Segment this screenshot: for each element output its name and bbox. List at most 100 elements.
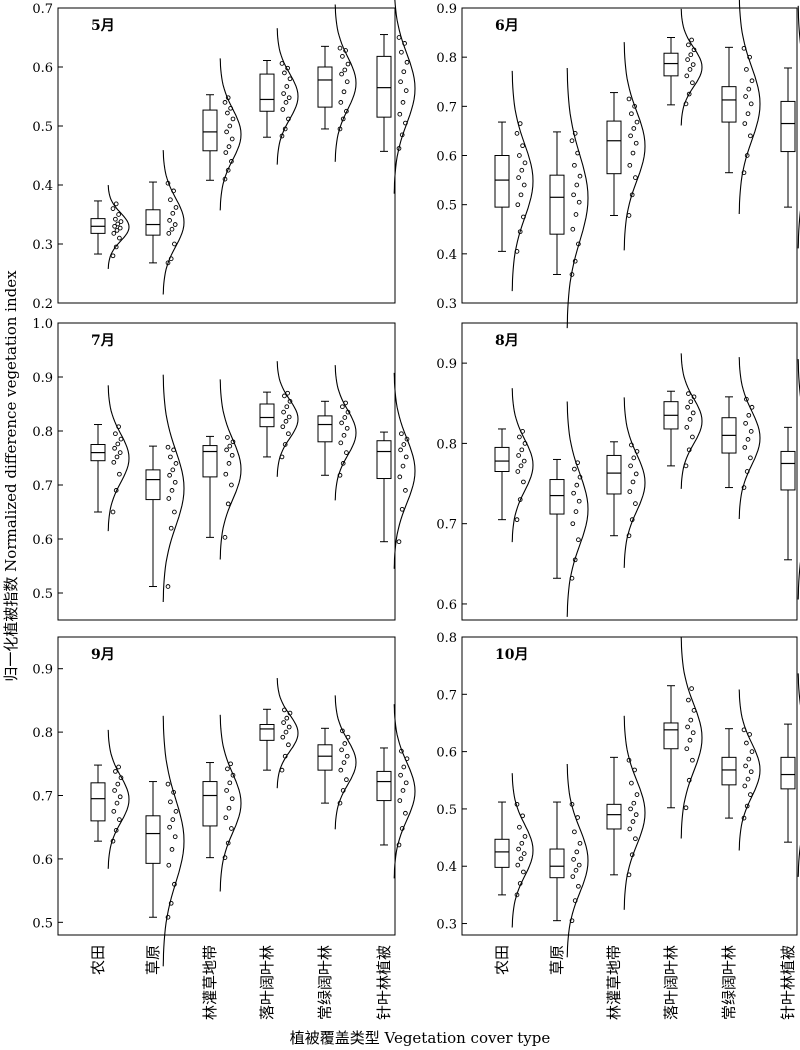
density-curve bbox=[623, 42, 646, 251]
data-point bbox=[399, 49, 404, 55]
data-point bbox=[284, 404, 290, 410]
data-point bbox=[165, 584, 171, 589]
data-point bbox=[172, 509, 177, 515]
y-tick-label: 0.7 bbox=[32, 790, 53, 805]
data-point bbox=[400, 100, 406, 105]
box-group-2 bbox=[145, 150, 185, 295]
data-point bbox=[748, 429, 754, 434]
data-point bbox=[515, 862, 521, 868]
density-curve bbox=[623, 397, 646, 568]
data-point bbox=[225, 501, 231, 507]
data-point bbox=[173, 461, 179, 466]
x-category-label: 针叶林植被 bbox=[779, 945, 797, 1020]
box-group-1 bbox=[494, 388, 534, 543]
data-point bbox=[572, 466, 577, 472]
data-point bbox=[576, 498, 582, 504]
data-point bbox=[516, 846, 521, 852]
y-tick-label: 1.0 bbox=[32, 317, 53, 332]
data-point bbox=[569, 138, 575, 144]
data-point bbox=[282, 70, 287, 76]
data-point bbox=[633, 175, 638, 180]
data-point bbox=[168, 799, 173, 805]
data-point bbox=[517, 153, 522, 158]
data-point bbox=[746, 412, 752, 418]
data-point bbox=[516, 453, 521, 458]
data-point bbox=[743, 94, 748, 99]
data-point bbox=[167, 472, 172, 478]
data-point bbox=[573, 509, 579, 514]
y-tick-label: 0.6 bbox=[436, 746, 457, 761]
data-point bbox=[341, 760, 347, 765]
data-point bbox=[342, 741, 348, 746]
panel-title: 8月 bbox=[495, 333, 519, 349]
data-point bbox=[229, 796, 235, 802]
data-point bbox=[280, 107, 286, 112]
data-point bbox=[627, 826, 633, 832]
density-curve bbox=[623, 715, 646, 910]
data-point bbox=[629, 111, 634, 117]
box-group-5 bbox=[317, 695, 357, 830]
box bbox=[202, 445, 218, 478]
box-group-2 bbox=[549, 401, 589, 617]
x-category-label: 常绿阔叶林 bbox=[316, 945, 334, 1020]
data-point bbox=[118, 219, 124, 224]
data-point bbox=[522, 834, 528, 839]
y-tick-label: 0.3 bbox=[436, 297, 457, 312]
data-point bbox=[749, 78, 755, 84]
data-point bbox=[518, 856, 524, 862]
data-point bbox=[114, 228, 120, 233]
data-point bbox=[630, 819, 636, 824]
data-point bbox=[633, 501, 638, 506]
y-tick-label: 0.4 bbox=[32, 179, 53, 194]
data-point bbox=[690, 62, 696, 67]
data-point bbox=[111, 231, 117, 236]
box bbox=[145, 469, 161, 501]
data-point bbox=[339, 747, 344, 753]
x-axis-title: 植被覆盖类型 Vegetation cover type bbox=[290, 1029, 551, 1047]
data-point bbox=[748, 101, 754, 107]
density-curve bbox=[566, 67, 589, 329]
data-point bbox=[168, 454, 173, 460]
data-point bbox=[521, 182, 527, 188]
data-point bbox=[628, 463, 633, 469]
data-point bbox=[571, 857, 576, 862]
data-point bbox=[172, 479, 178, 485]
data-point bbox=[170, 467, 176, 473]
data-point bbox=[172, 834, 178, 840]
data-point bbox=[634, 119, 640, 125]
y-tick-label: 0.7 bbox=[436, 688, 457, 703]
y-tick-label: 0.3 bbox=[436, 918, 457, 933]
data-point bbox=[170, 210, 176, 216]
data-point bbox=[110, 509, 116, 515]
data-point bbox=[746, 86, 752, 92]
data-point bbox=[399, 431, 404, 437]
data-point bbox=[746, 756, 752, 762]
plot-frame bbox=[57, 7, 396, 304]
data-point bbox=[684, 746, 690, 752]
data-point bbox=[168, 525, 174, 531]
data-point bbox=[398, 447, 403, 453]
box-group-4 bbox=[663, 637, 703, 839]
box bbox=[90, 782, 106, 822]
data-point bbox=[686, 391, 691, 396]
box-group-5 bbox=[721, 689, 761, 851]
data-point bbox=[165, 781, 171, 787]
data-point bbox=[690, 410, 696, 416]
data-point bbox=[631, 455, 637, 461]
y-tick-label: 0.5 bbox=[32, 587, 53, 602]
box bbox=[721, 756, 737, 786]
box bbox=[145, 815, 161, 864]
data-point bbox=[630, 150, 636, 156]
box bbox=[376, 770, 392, 802]
data-point bbox=[397, 111, 403, 117]
data-point bbox=[223, 471, 229, 477]
box bbox=[145, 209, 161, 236]
y-tick-label: 0.7 bbox=[32, 2, 53, 17]
density-curve bbox=[162, 715, 185, 967]
data-point bbox=[166, 496, 172, 501]
data-point bbox=[684, 425, 690, 430]
y-tick-label: 0.9 bbox=[436, 2, 457, 17]
data-point bbox=[631, 800, 637, 806]
data-point bbox=[283, 729, 289, 735]
density-curve bbox=[680, 8, 703, 126]
